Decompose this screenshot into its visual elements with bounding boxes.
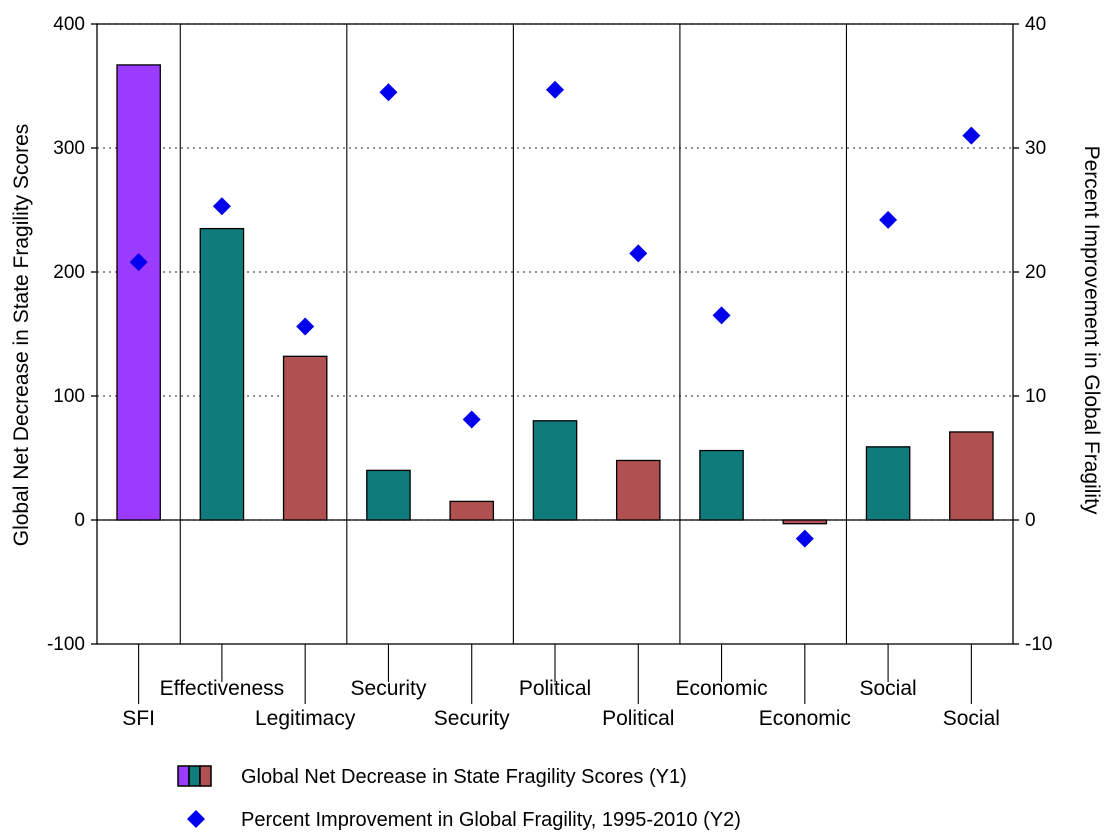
category-label-upper: Security [351, 677, 427, 700]
y2-tick-label: 0 [1025, 510, 1036, 531]
legend: Global Net Decrease in State Fragility S… [177, 765, 741, 831]
bar [949, 431, 994, 521]
group-separators [179, 24, 848, 644]
data-point-diamond [296, 317, 315, 336]
y2-tick-label: 30 [1025, 138, 1046, 159]
category-label-upper: Effectiveness [160, 677, 285, 700]
y2-tick-label: 10 [1025, 386, 1046, 407]
legend-label-bars: Global Net Decrease in State Fragility S… [241, 766, 687, 788]
scatter-series [129, 80, 981, 548]
legend-diamond-icon [187, 810, 205, 828]
data-point-diamond [462, 410, 481, 429]
y2-axis: -10 0 10 20 30 40 [1013, 14, 1052, 655]
category-label-lower: Security [434, 707, 510, 730]
category-label-lower: Legitimacy [255, 707, 356, 730]
bar [532, 420, 578, 521]
y1-axis: -100 0 100 200 300 400 [47, 14, 97, 655]
data-point-diamond [795, 529, 814, 548]
y1-tick-label: -100 [47, 634, 85, 655]
category-label-lower: Economic [759, 707, 851, 730]
data-point-diamond [712, 306, 731, 325]
bar-series [116, 64, 994, 525]
legend-swatch-red [199, 765, 212, 787]
data-point-diamond [379, 83, 398, 102]
legend-swatch-purple [177, 765, 190, 787]
bar [366, 469, 411, 521]
y2-tick-label: 20 [1025, 262, 1046, 283]
y2-tick-label: -10 [1025, 634, 1052, 655]
bar [449, 500, 495, 521]
data-point-diamond [546, 80, 564, 99]
y1-tick-label: 200 [53, 262, 85, 283]
bar [699, 449, 744, 521]
y2-axis-title: Percent Improvement in Global Fragility [1080, 146, 1103, 515]
category-label-lower: Social [943, 707, 1000, 730]
data-point-diamond [962, 126, 981, 145]
legend-item-points: Percent Improvement in Global Fragility,… [187, 809, 741, 831]
bar [865, 446, 911, 521]
data-point-diamond [129, 253, 148, 272]
y1-tick-label: 0 [74, 510, 85, 531]
category-label-lower: SFI [122, 707, 155, 730]
legend-item-bars: Global Net Decrease in State Fragility S… [177, 765, 687, 788]
bar [782, 519, 828, 525]
category-label-lower: Political [602, 707, 674, 730]
bar [199, 227, 245, 521]
legend-swatch-teal [188, 765, 201, 787]
category-label-upper: Economic [675, 677, 767, 700]
y1-tick-label: 400 [53, 14, 85, 35]
data-point-diamond [212, 197, 231, 216]
legend-label-points: Percent Improvement in Global Fragility,… [241, 809, 741, 831]
bar [282, 355, 328, 521]
bar [615, 459, 661, 521]
bar [116, 64, 161, 521]
data-point-diamond [879, 210, 898, 229]
data-point-diamond [629, 244, 648, 263]
y1-tick-label: 100 [53, 386, 85, 407]
category-label-upper: Social [859, 677, 916, 700]
y2-tick-label: 40 [1025, 14, 1046, 35]
category-label-upper: Political [519, 677, 591, 700]
y1-axis-title: Global Net Decrease in State Fragility S… [10, 124, 33, 547]
y1-tick-label: 300 [53, 138, 85, 159]
